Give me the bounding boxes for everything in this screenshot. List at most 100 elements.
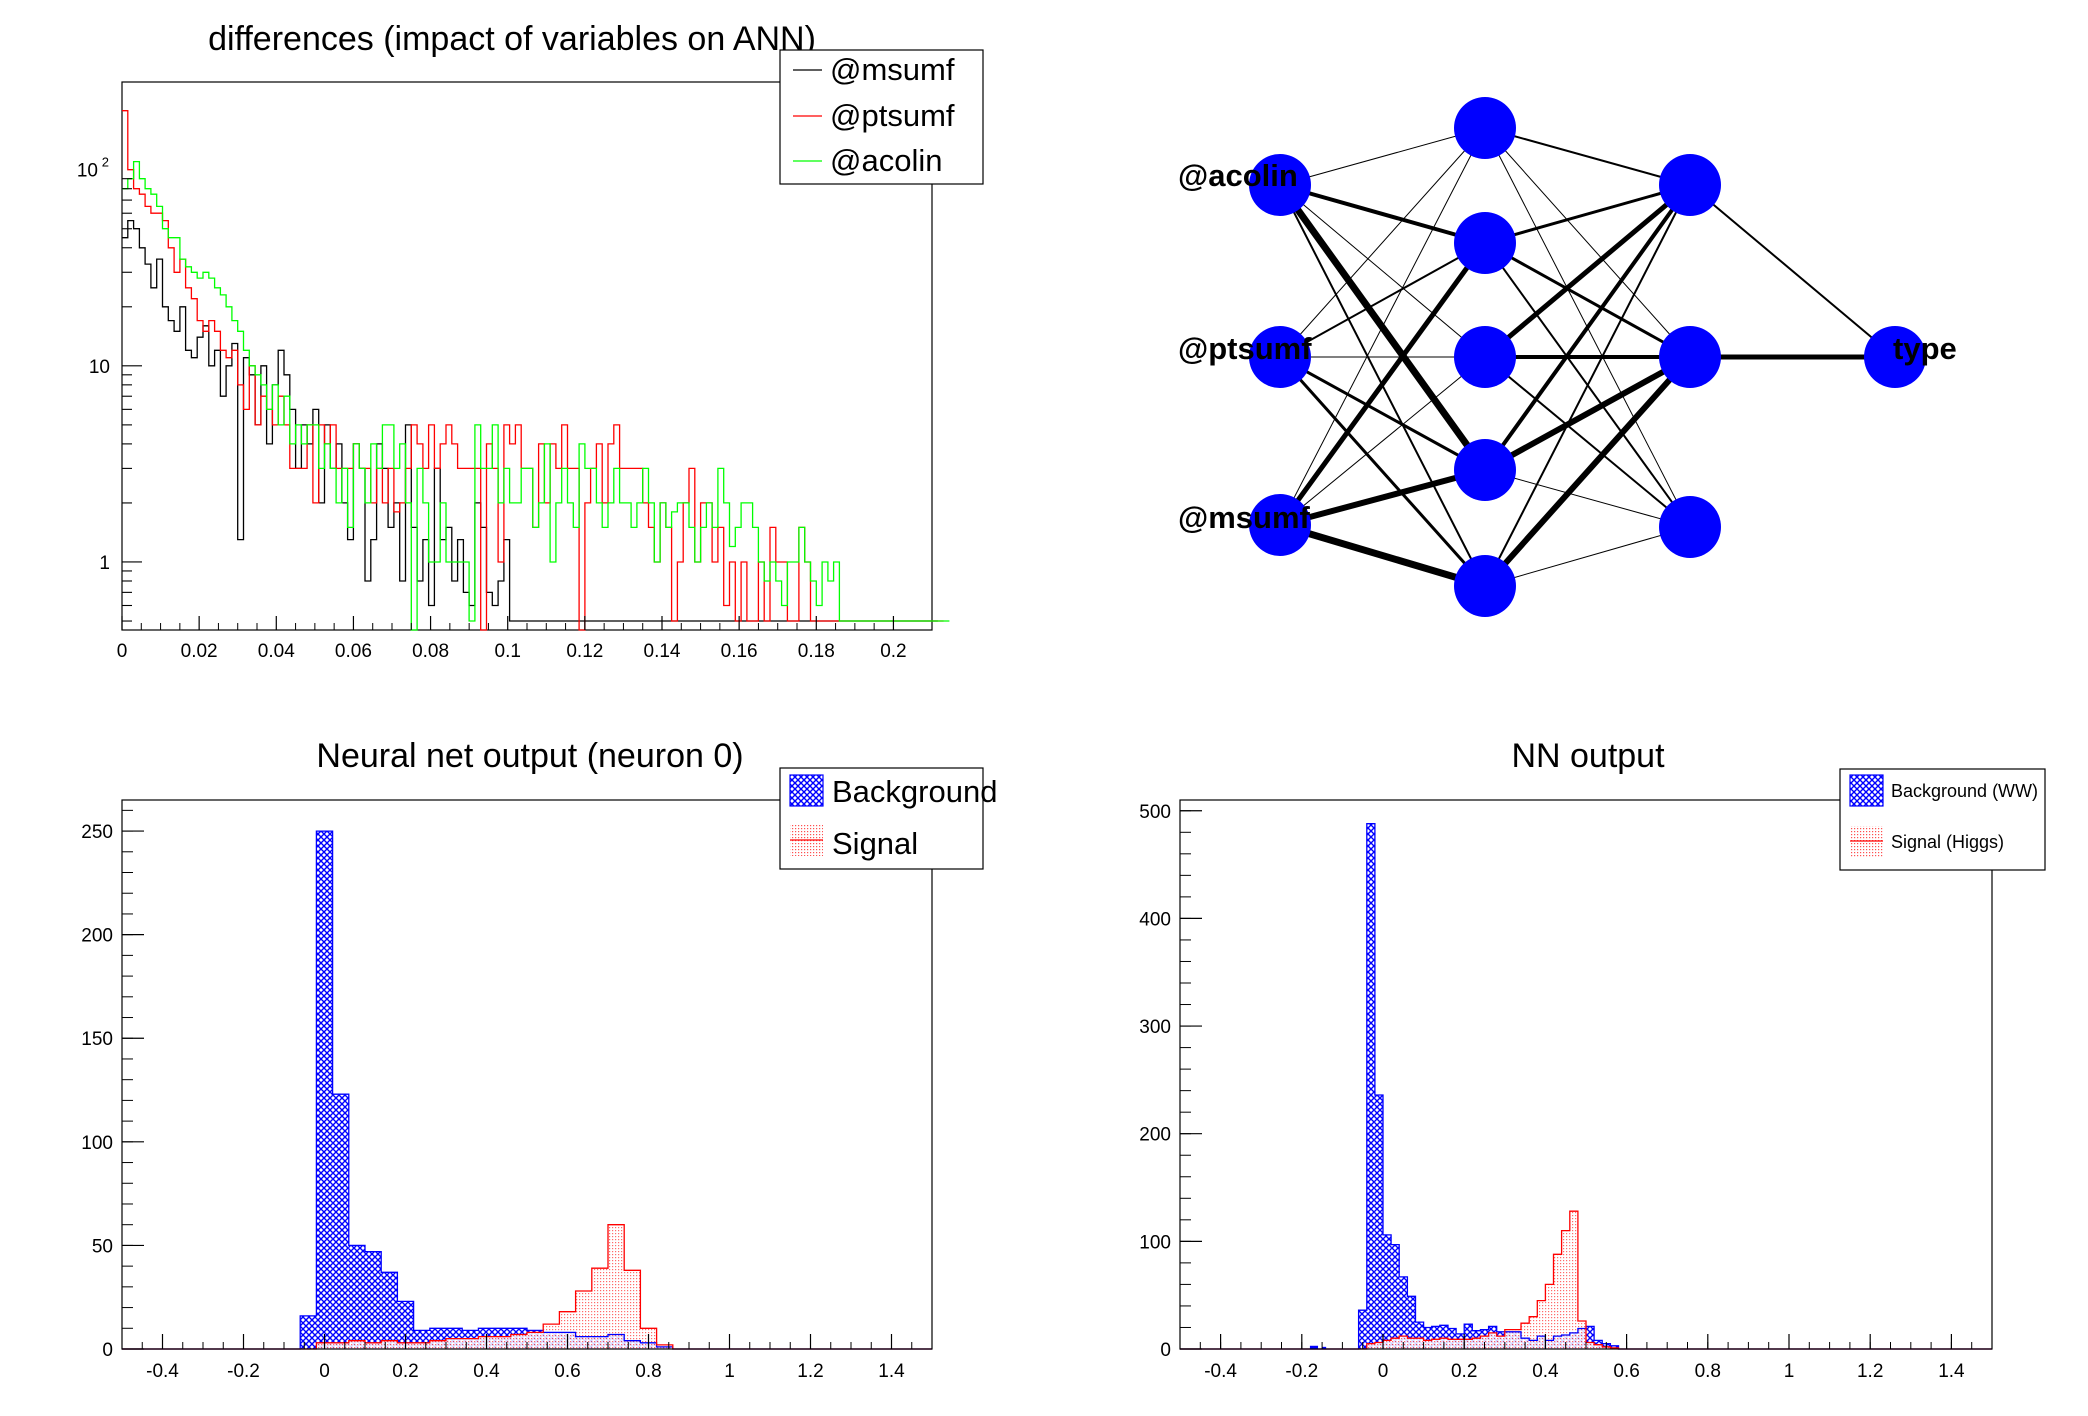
hidden2-node bbox=[1659, 326, 1721, 388]
y-tick-label: 400 bbox=[1139, 909, 1171, 930]
legend-swatch-background-ww bbox=[1849, 774, 1884, 807]
background-bar bbox=[1309, 1345, 1314, 1349]
signal-bar bbox=[1561, 1230, 1570, 1349]
nn-output-frame bbox=[1179, 799, 1993, 1350]
neuron-output-legend: Background Signal bbox=[779, 767, 997, 870]
x-tick-label: 0.14 bbox=[644, 641, 681, 662]
legend-box bbox=[779, 49, 984, 185]
signal-bar bbox=[1374, 1342, 1383, 1349]
signal-bar bbox=[1488, 1332, 1497, 1349]
background-bar bbox=[1586, 1326, 1595, 1349]
signal-bar bbox=[462, 1338, 479, 1349]
weight-edge-input-hidden1 bbox=[1279, 127, 1486, 358]
signal-bar bbox=[446, 1338, 463, 1349]
signal-bar bbox=[429, 1340, 446, 1349]
y-tick-label: 0 bbox=[1160, 1340, 1171, 1361]
x-tick-label: 0.2 bbox=[1451, 1361, 1477, 1382]
x-tick-label: 1 bbox=[1784, 1361, 1795, 1382]
x-tick-label: 1.4 bbox=[878, 1361, 905, 1382]
x-tick-label: -0.4 bbox=[1204, 1361, 1237, 1382]
signal-bar bbox=[608, 1224, 625, 1349]
signal-bar bbox=[1464, 1339, 1473, 1349]
legend-label-msumf: @msumf bbox=[830, 52, 955, 87]
background-bar bbox=[348, 1245, 365, 1349]
weight-edge-input-hidden1 bbox=[1279, 355, 1486, 472]
x-tick-label: 0.02 bbox=[181, 641, 218, 662]
background-bar bbox=[1366, 823, 1375, 1349]
x-tick-label: 1.2 bbox=[797, 1361, 823, 1382]
signal-bar bbox=[365, 1342, 382, 1349]
weight-edge-hidden1-hidden2 bbox=[1484, 127, 1691, 358]
output-node bbox=[1864, 326, 1926, 388]
hidden2-node bbox=[1659, 496, 1721, 558]
background-bar bbox=[1383, 1234, 1392, 1349]
signal-bar bbox=[1569, 1211, 1578, 1349]
legend-label-acolin: @acolin bbox=[830, 143, 942, 178]
weight-edge-hidden1-hidden2 bbox=[1483, 354, 1692, 473]
signal-bar bbox=[1545, 1284, 1554, 1349]
background-bar bbox=[1358, 1310, 1367, 1349]
signal-bar bbox=[1594, 1344, 1603, 1349]
nn-output-panel: NN output -0.4 -0.2 0 0.2 0.4 0.6 0.8 1 1.2 1.4 0 1… bbox=[1139, 737, 2046, 1382]
background-bar bbox=[1415, 1322, 1424, 1349]
neuron-output-panel: Neural net output (neuron 0) -0.4 -0.2 0 0.… bbox=[81, 737, 997, 1382]
x-tick-label: 0 bbox=[319, 1361, 330, 1382]
x-tick-label: 0.6 bbox=[1613, 1361, 1639, 1382]
signal-bar bbox=[348, 1340, 365, 1349]
weight-edge-hidden1-hidden2 bbox=[1483, 183, 1692, 472]
neuron-output-title: Neural net output (neuron 0) bbox=[316, 737, 743, 775]
series-line-acolin bbox=[122, 160, 950, 631]
background-bar bbox=[365, 1251, 382, 1349]
y-tick-label: 10 bbox=[77, 161, 98, 182]
hidden1-node bbox=[1454, 555, 1516, 617]
network-panel: @acolin @ptsumf @msumf type bbox=[1178, 97, 1957, 617]
signal-bar bbox=[1415, 1338, 1424, 1349]
x-tick-label: 0.8 bbox=[1695, 1361, 1721, 1382]
output-label-type: type bbox=[1893, 331, 1957, 366]
neuron-output-bars bbox=[122, 830, 932, 1350]
y-tick-label: 50 bbox=[92, 1236, 113, 1257]
weight-edge-input-hidden1 bbox=[1279, 184, 1486, 358]
x-tick-label: 0.16 bbox=[721, 641, 758, 662]
y-tick-label: 200 bbox=[1139, 1125, 1171, 1146]
y-tick-label: 500 bbox=[1139, 802, 1171, 823]
background-bar bbox=[1313, 1345, 1319, 1349]
signal-bar bbox=[1407, 1338, 1416, 1349]
background-bar bbox=[1423, 1327, 1432, 1349]
signal-bar bbox=[332, 1342, 349, 1349]
signal-bar bbox=[527, 1332, 544, 1349]
background-bar bbox=[316, 831, 333, 1349]
background-outline bbox=[1180, 823, 1992, 1350]
background-bar bbox=[300, 1315, 317, 1349]
signal-bar bbox=[381, 1340, 398, 1349]
weight-edge-hidden1-hidden2 bbox=[1484, 356, 1691, 528]
hidden1-node bbox=[1454, 212, 1516, 274]
nn-output-title: NN output bbox=[1511, 737, 1665, 775]
signal-bar bbox=[1496, 1336, 1505, 1349]
differences-curves bbox=[122, 110, 950, 631]
signal-bar bbox=[1456, 1339, 1465, 1349]
x-tick-label: 0.12 bbox=[566, 641, 603, 662]
signal-bar bbox=[1391, 1338, 1400, 1349]
differences-axes: 0 0.02 0.04 0.06 0.08 0.1 0.12 0.14 0.16 0.18 0.2 1… bbox=[77, 155, 907, 662]
x-tick-label: 0.2 bbox=[880, 641, 906, 662]
signal-bar bbox=[543, 1324, 560, 1349]
y-tick-label: 10 bbox=[89, 357, 110, 378]
signal-bar bbox=[1472, 1338, 1481, 1349]
background-bar bbox=[1407, 1296, 1416, 1349]
x-tick-label: 0 bbox=[1378, 1361, 1389, 1382]
signal-bar bbox=[624, 1270, 641, 1349]
weight-edge-input-hidden1 bbox=[1277, 241, 1488, 527]
input-node bbox=[1249, 494, 1311, 556]
background-bar bbox=[1391, 1244, 1400, 1349]
legend-label-background: Background bbox=[832, 774, 997, 809]
signal-bar bbox=[1447, 1339, 1457, 1349]
background-bar bbox=[381, 1272, 398, 1349]
signal-bar bbox=[1504, 1329, 1513, 1349]
hidden1-node bbox=[1454, 326, 1516, 388]
x-tick-label: 0.18 bbox=[798, 641, 835, 662]
signal-bar bbox=[1431, 1339, 1440, 1349]
signal-bar bbox=[1512, 1329, 1522, 1349]
x-tick-label: 0.8 bbox=[635, 1361, 661, 1382]
